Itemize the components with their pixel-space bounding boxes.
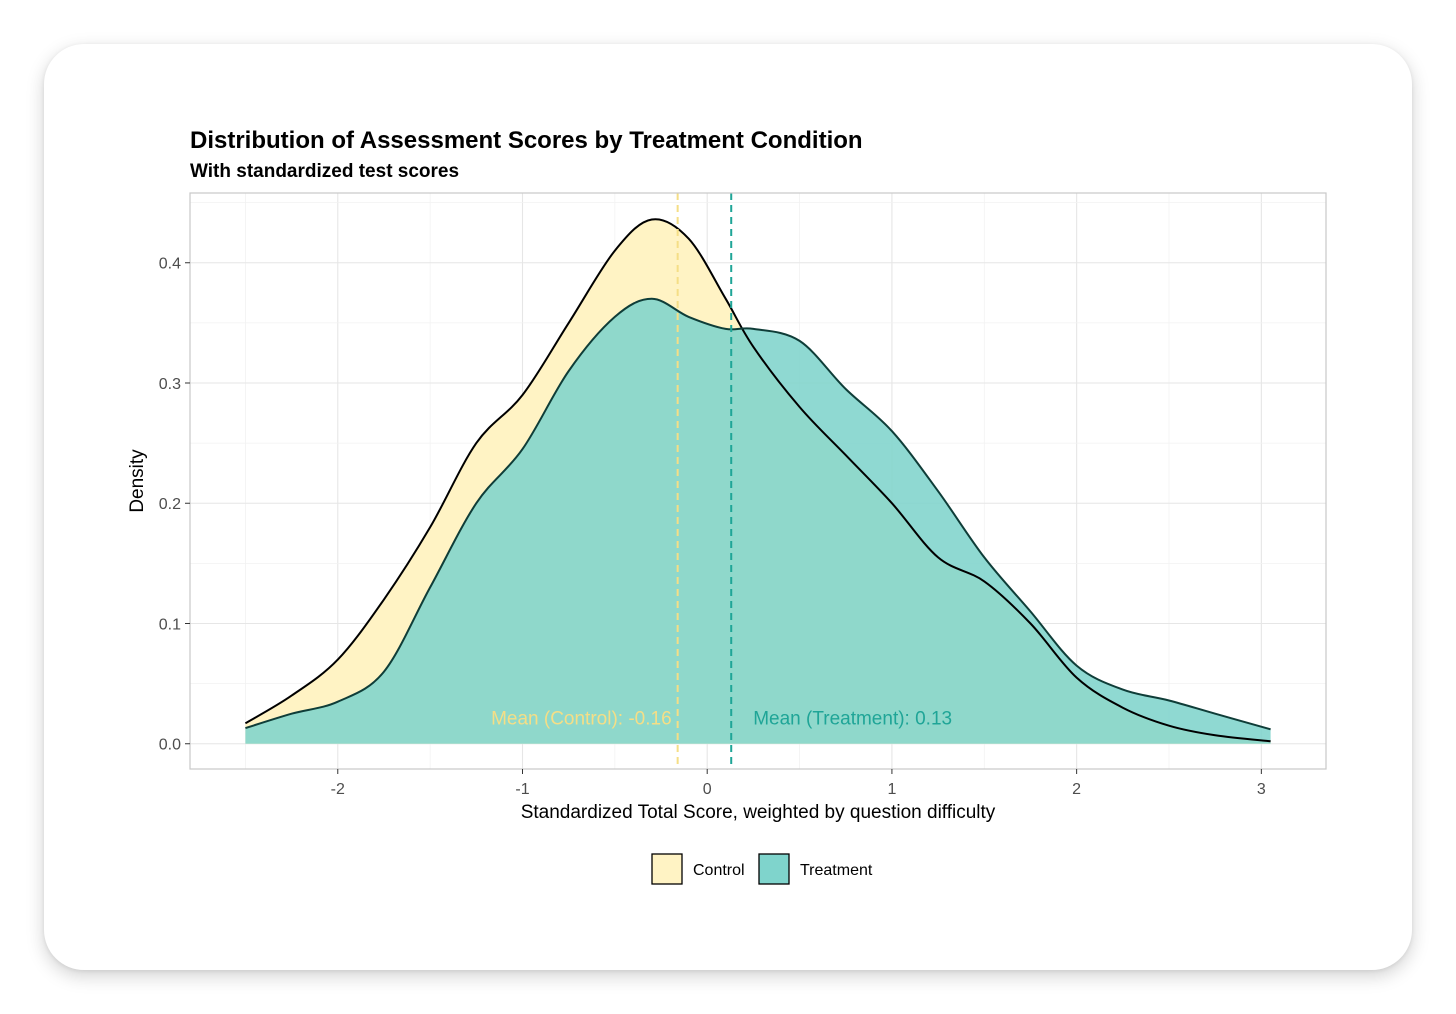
chart-subtitle: With standardized test scores [190,161,459,182]
y-tick-label: 0.0 [159,737,181,754]
density-area-treatment [245,298,1271,744]
legend-swatch-treatment [758,853,790,885]
y-axis-label: Density [127,449,148,513]
chart-title: Distribution of Assessment Scores by Tre… [190,127,863,154]
x-tick-label: 3 [1257,781,1266,798]
x-tick-label: 0 [703,781,712,798]
legend-label-control: Control [693,862,745,879]
density-outline-control [244,218,1271,743]
density-areas [244,218,1271,744]
legend-label-treatment: Treatment [800,862,873,879]
plot-border [189,192,1327,770]
legend: Control Treatment [651,853,873,885]
legend-swatch-control [651,853,683,885]
x-tick-label: 2 [1072,781,1081,798]
mean-lines: Mean (Control): -0.16 Mean (Treatment): 0… [491,193,952,769]
y-tick-label: 0.3 [159,376,181,393]
y-tick-label: 0.4 [159,256,181,273]
axis-ticks: -2 -1 0 1 2 3 0.0 0.1 0.2 0.3 0.4 [159,256,1266,798]
y-tick-label: 0.2 [159,496,181,513]
y-tick-label: 0.1 [159,616,181,633]
x-tick-label: 1 [887,781,896,798]
mean-annotation-treatment: Mean (Treatment): 0.13 [753,709,952,730]
mean-annotation-control: Mean (Control): -0.16 [491,709,672,730]
x-tick-label: -1 [515,781,529,798]
x-tick-label: -2 [331,781,345,798]
x-axis-label: Standardized Total Score, weighted by qu… [521,802,996,823]
density-outline-treatment [245,297,1271,731]
